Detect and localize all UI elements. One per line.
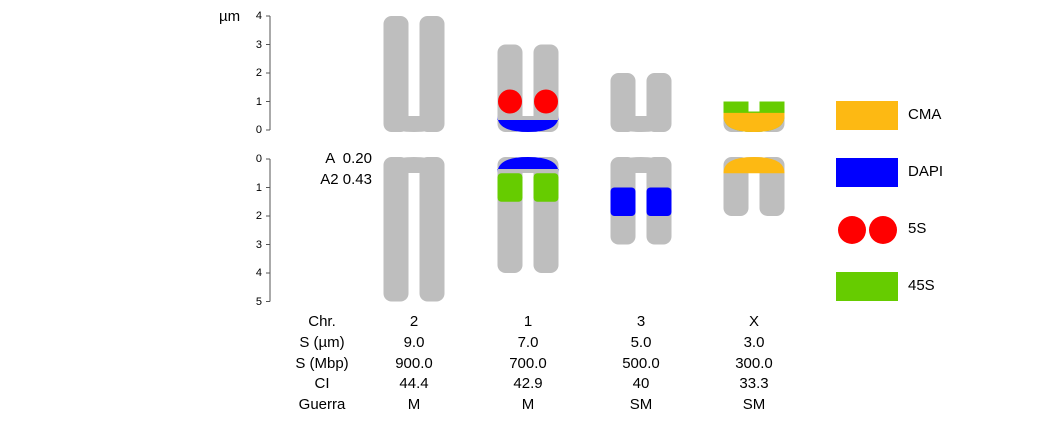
chromosome-X-mark-cma xyxy=(723,157,785,174)
scale-tick-label: 4 xyxy=(255,267,262,279)
chromosome-1-mark-5s-right xyxy=(534,89,558,114)
chromosome-2-long-right xyxy=(419,157,445,302)
legend-label: DAPI xyxy=(908,163,944,180)
index-a2: A2 0.43 xyxy=(320,171,372,188)
chromosome-2-sister-gap-long xyxy=(408,175,420,294)
table-cell: X xyxy=(748,313,759,330)
table-cell: 500.0 xyxy=(622,355,660,372)
table-cell: 5.0 xyxy=(630,334,652,351)
legend-label: 45S xyxy=(908,277,935,294)
table-cell: 700.0 xyxy=(509,355,547,372)
table-cell: 42.9 xyxy=(513,375,543,392)
legend-swatch-dapi xyxy=(836,158,898,187)
chromosome-2-short-right xyxy=(419,16,445,132)
scale-tick-label: 3 xyxy=(255,38,262,51)
chromosome-1-sister-gap-short xyxy=(522,52,534,114)
table-cell: 33.3 xyxy=(739,375,769,392)
table-cell: SM xyxy=(742,396,766,413)
chromosome-3-sister-gap-short xyxy=(635,81,647,114)
table-cell: 1 xyxy=(523,313,533,330)
chromosome-2-sister-gap-short xyxy=(408,24,420,114)
scale-tick-label: 5 xyxy=(255,295,262,308)
table-cell: 3 xyxy=(636,313,646,330)
scale-tick-label: 0 xyxy=(255,153,262,165)
table-row-header: S (µm) xyxy=(299,334,345,351)
table-row-header: Guerra xyxy=(298,396,346,413)
table-cell: 7.0 xyxy=(517,334,539,351)
scale-tick-label: 2 xyxy=(255,210,262,222)
units-label: µm xyxy=(219,8,241,25)
scale-tick-label: 4 xyxy=(255,10,262,22)
table-row-header: Chr. xyxy=(308,313,336,330)
index-a: A 0.20 xyxy=(325,150,372,167)
table-cell: M xyxy=(521,396,535,413)
chromosome-X-45s-notch xyxy=(748,101,760,112)
chromosome-3-mark-dapi-left xyxy=(610,187,636,216)
chromosome-2-short-left xyxy=(383,16,409,132)
legend-swatch-5s-left xyxy=(838,216,866,244)
table-cell: 9.0 xyxy=(403,334,425,351)
chromosome-2-long-left xyxy=(383,157,409,302)
chromosome-2-centromere-upper xyxy=(383,116,445,132)
chromosome-3-sister-gap-long xyxy=(635,175,647,237)
scale-tick-label: 0 xyxy=(255,124,262,136)
table-cell: 44.4 xyxy=(399,375,429,392)
chromosome-1-mark-dapi xyxy=(497,116,559,132)
scale-tick-label: 3 xyxy=(255,238,262,251)
chromosome-3-centromere-upper xyxy=(610,116,672,132)
table-row-header: S (Mbp) xyxy=(295,355,349,372)
table-row-header: CI xyxy=(314,375,330,392)
chromosome-1-mark-45s-right xyxy=(533,173,559,202)
chromosome-1-mark-dapi xyxy=(497,157,559,173)
chromosome-1-sister-gap-long xyxy=(522,175,534,265)
table-cell: 300.0 xyxy=(735,355,773,372)
legend-label: 5S xyxy=(908,220,927,237)
chromosome-X-mark-cma xyxy=(723,112,785,132)
scale-tick-label: 1 xyxy=(255,181,262,194)
table-cell: SM xyxy=(629,396,653,413)
scale-tick-label: 2 xyxy=(255,67,262,79)
scale-tick-label: 1 xyxy=(255,95,262,108)
chromosome-X-sister-gap-long xyxy=(748,175,760,208)
legend-swatch-45s xyxy=(836,272,898,301)
table-cell: 2 xyxy=(409,313,419,330)
chromosome-1-mark-45s-left xyxy=(497,173,523,202)
table-cell: 900.0 xyxy=(395,355,433,372)
chromosome-3-mark-dapi-right xyxy=(646,187,672,216)
legend-label: CMA xyxy=(908,106,942,123)
table-cell: 3.0 xyxy=(743,334,765,351)
legend-swatch-5s-right xyxy=(869,216,897,244)
table-cell: 40 xyxy=(632,375,650,392)
chromosome-1-mark-5s-left xyxy=(498,89,522,114)
table-cell: M xyxy=(407,396,421,413)
legend-swatch-cma xyxy=(836,101,898,130)
